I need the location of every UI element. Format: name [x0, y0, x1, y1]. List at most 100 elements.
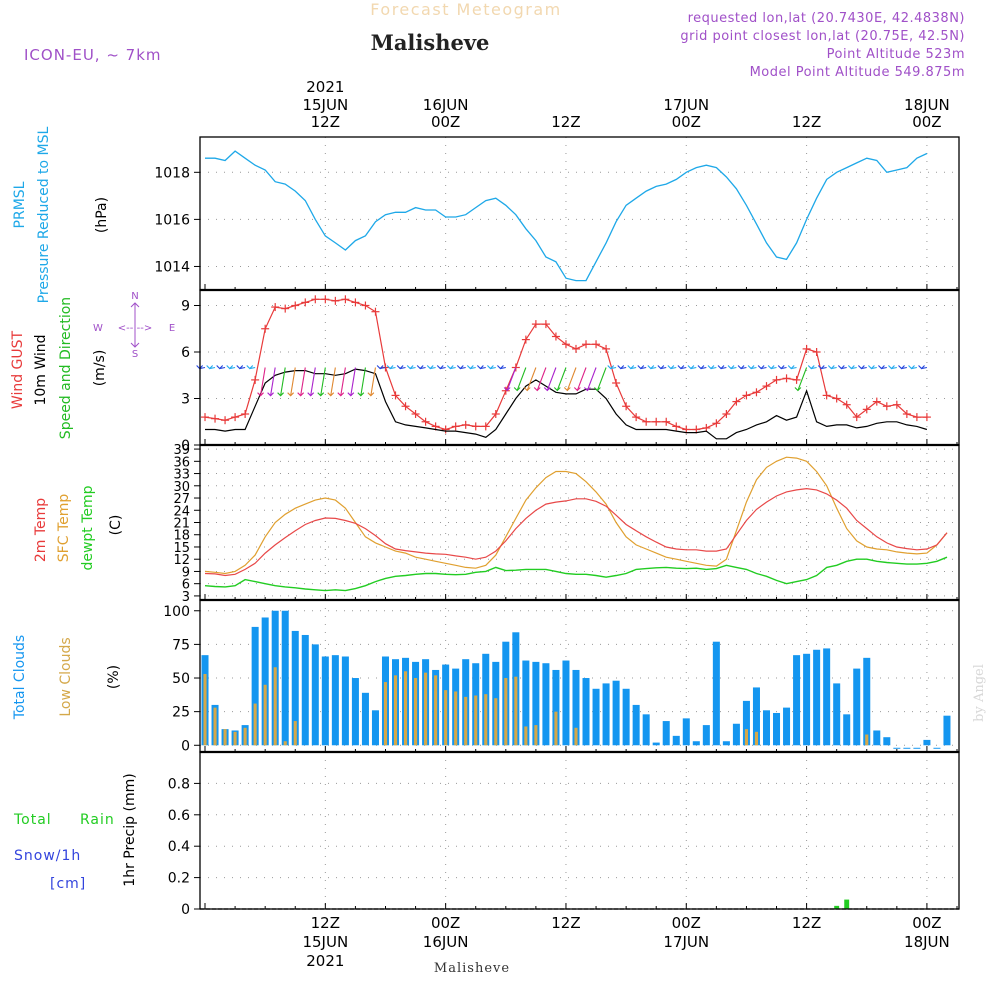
temp-2m-label: 2m Temp: [33, 498, 49, 562]
low-clouds-bar: [444, 690, 448, 746]
wind-gust-marker: [211, 414, 220, 423]
wind-direction-arrow: [416, 365, 426, 370]
wind-gust-marker: [491, 410, 500, 418]
wind-direction-arrow: [583, 367, 597, 392]
wind-direction-arrow: [277, 367, 286, 397]
wind-direction-arrow: [337, 367, 346, 397]
wind-direction-arrow: [727, 365, 737, 370]
total-clouds-bar: [793, 655, 801, 746]
wind-labels: Wind GUST 10m Wind Speed and Direction (…: [10, 291, 175, 439]
wind-direction-arrow: [878, 365, 887, 370]
top-time-label: 12Z: [311, 113, 340, 131]
pressure-labels: PRMSL Pressure Reduced to MSL (hPa): [12, 126, 110, 303]
top-time-label: 17JUN: [663, 96, 709, 114]
model-label: ICON-EU, ~ 7km: [24, 46, 162, 64]
total-clouds-bar: [662, 721, 670, 746]
precip-tick-label: 0.2: [168, 871, 190, 887]
temperature-tick-label: 36: [173, 455, 190, 470]
total-clouds-bar: [923, 739, 931, 746]
wind-gust-marker: [201, 413, 210, 422]
wind-direction-arrow: [406, 365, 416, 370]
top-time-label: 00Z: [672, 113, 701, 131]
wind-direction-arrow: [807, 365, 817, 370]
low-clouds-bar: [233, 731, 237, 746]
temp-unit: (C): [108, 515, 124, 536]
total-clouds-bar: [632, 704, 640, 746]
temp-dew-label: dewpt Temp: [80, 485, 96, 570]
clouds-tick-label: 0: [181, 738, 190, 754]
temp-2m-line: [204, 487, 948, 577]
precip-tick-label: 0.4: [168, 839, 190, 855]
total-clouds-bar: [371, 710, 379, 746]
wind-direction-arrow: [487, 365, 496, 370]
wind-direction-arrow: [787, 365, 797, 370]
total-clouds-bar: [813, 649, 821, 746]
dewpoint-line: [204, 556, 948, 592]
low-clouds-bar: [223, 729, 227, 746]
total-clouds-bar: [331, 655, 339, 746]
wind-gust-marker: [241, 410, 250, 418]
wind-gust-marker: [301, 298, 310, 307]
wind-gust-marker: [481, 422, 490, 431]
wind-direction-arrow: [446, 365, 456, 370]
total-clouds-bar: [341, 656, 349, 746]
wind-direction-arrow: [513, 367, 527, 392]
total-clouds-bar: [672, 735, 680, 746]
low-clouds-bar: [494, 698, 498, 746]
wind-gust-marker: [892, 400, 901, 409]
wind-gust-marker: [822, 391, 831, 400]
wind-gust-marker: [451, 422, 460, 431]
pressure-tick-label: 1014: [154, 259, 190, 275]
low-clouds-bar: [744, 729, 748, 746]
wind-direction-arrow: [827, 365, 837, 370]
wind-gust-marker: [622, 402, 631, 411]
compass-e: E: [169, 323, 175, 334]
wind-gust-marker: [521, 335, 530, 344]
wind-direction-arrow: [216, 365, 226, 370]
temperature-tick-label: 33: [173, 468, 190, 483]
wind-direction-arrow: [287, 367, 296, 397]
total-clouds-label: Total Clouds: [12, 635, 28, 720]
bottom-time-label: 12Z: [792, 914, 821, 932]
wind-gust-marker: [251, 375, 260, 384]
precip-tick-label: 0.8: [168, 776, 190, 792]
wind-direction-arrow: [777, 365, 787, 370]
low-clouds-bar: [454, 691, 458, 746]
wind-tick-label: 0: [181, 438, 190, 454]
wind-direction-arrow: [327, 367, 336, 397]
pressure-panel: 1014 1016 1018: [154, 136, 960, 291]
wind-direction-arrow: [594, 367, 607, 392]
location-title: Malisheve: [371, 30, 490, 55]
pressure-unit: (hPa): [94, 197, 110, 233]
wind-direction-arrow: [767, 365, 777, 370]
low-clouds-bar: [504, 678, 508, 746]
wind-gust-marker: [331, 296, 340, 305]
wind-dir-label: Speed and Direction: [58, 297, 74, 439]
wind-direction-arrow: [687, 365, 697, 370]
wind-direction-arrow: [898, 365, 907, 370]
total-clouds-bar: [552, 669, 560, 746]
wind-direction-arrow: [226, 365, 236, 370]
wind-direction-arrow: [297, 367, 306, 397]
wind-gust-marker: [632, 413, 641, 422]
wind-gust-marker: [732, 397, 741, 406]
total-clouds-bar: [722, 741, 730, 746]
wind-gust-marker: [541, 320, 550, 329]
total-clouds-bar: [361, 692, 369, 746]
top-time-label: 18JUN: [904, 96, 950, 114]
clouds-labels: Total Clouds Low Clouds (%): [12, 635, 122, 720]
precip-labels: Total Rain Snow/1h [cm] 1hr Precip (mm): [13, 773, 138, 892]
chart-title: Forecast Meteogram: [370, 0, 561, 19]
sfc-temp-line: [204, 456, 948, 575]
total-clouds-bar: [823, 648, 831, 746]
precip-unit: 1hr Precip (mm): [122, 773, 138, 886]
low-clouds-bar: [434, 675, 438, 746]
total-clouds-bar: [883, 737, 891, 746]
temperature-tick-label: 6: [182, 578, 190, 593]
wind-gust-marker: [582, 340, 591, 349]
low-clouds-bar: [574, 727, 578, 746]
wind-direction-arrow: [868, 365, 877, 370]
wind-gust-marker: [912, 413, 921, 422]
total-clouds-bar: [853, 668, 861, 746]
